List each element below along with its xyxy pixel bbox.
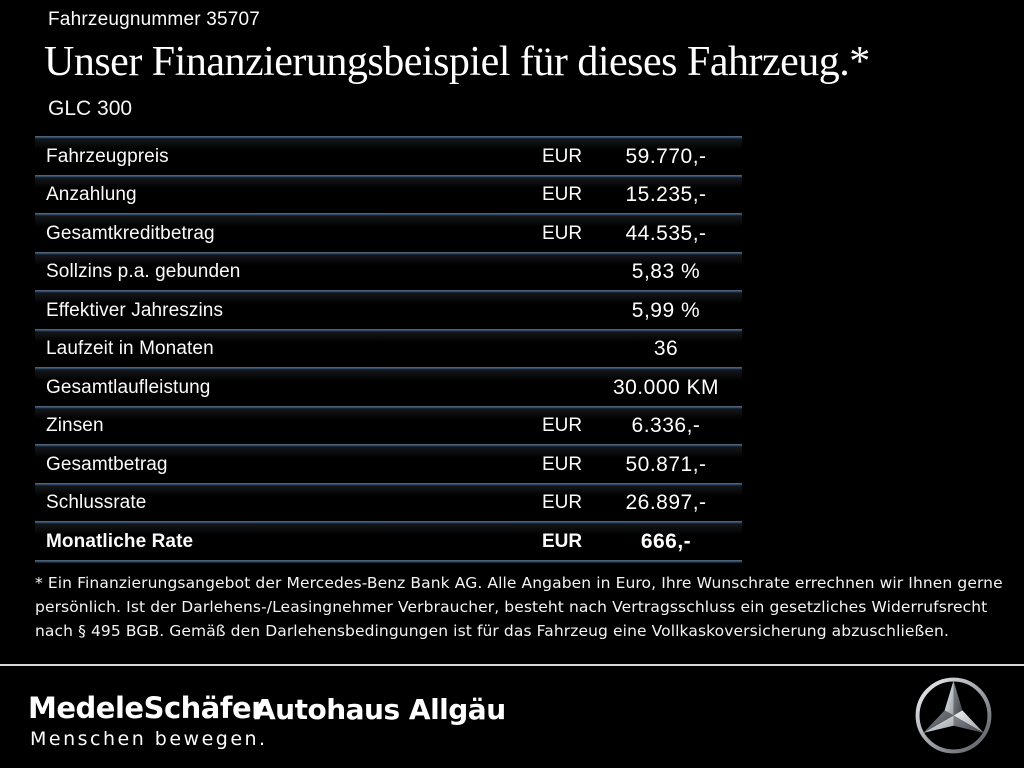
row-value: 5,83 % xyxy=(631,260,701,284)
row-divider xyxy=(35,444,742,447)
row-label: Gesamtlaufleistung xyxy=(46,376,211,398)
table-row-effektiver-jahreszins: Effektiver Jahreszins 5,99 % xyxy=(35,293,742,329)
currency-label: EUR xyxy=(542,453,583,475)
row-value: 6.336,- xyxy=(631,414,701,438)
table-row-laufzeit: Laufzeit in Monaten 36 xyxy=(35,331,742,367)
legal-footnote: * Ein Finanzierungsangebot der Mercedes-… xyxy=(35,574,1003,640)
row-value: 26.897,- xyxy=(625,491,707,515)
table-row-fahrzeugpreis: Fahrzeugpreis EUR 59.770,- xyxy=(35,139,742,175)
row-divider xyxy=(35,328,742,332)
currency-label: EUR xyxy=(542,184,583,206)
table-row-gesamtbetrag: Gesamtbetrag EUR 50.871,- xyxy=(35,447,742,483)
vehicle-number: Fahrzeugnummer 35707 xyxy=(48,9,261,30)
row-divider xyxy=(35,367,742,370)
row-label: Laufzeit in Monaten xyxy=(46,338,214,360)
row-divider xyxy=(35,251,742,255)
row-value: 59.770,- xyxy=(625,144,707,168)
row-label: Effektiver Jahreszins xyxy=(46,299,224,321)
row-label: Schlussrate xyxy=(46,492,147,514)
table-row-schlussrate: Schlussrate EUR 26.897,- xyxy=(35,485,742,521)
table-row-gesamtlaufleistung: Gesamtlaufleistung 30.000 KM xyxy=(35,370,742,406)
table-row-zinsen: Zinsen EUR 6.336,- xyxy=(35,408,742,444)
currency-label: EUR xyxy=(542,145,583,167)
row-divider xyxy=(35,405,742,409)
dealer-tagline: Menschen bewegen. xyxy=(30,728,268,750)
row-value: 44.535,- xyxy=(625,221,707,245)
row-divider xyxy=(35,213,742,216)
currency-label: EUR xyxy=(542,530,583,552)
dealer-logo-medeleschaefer: MedeleSchäfer xyxy=(28,691,265,725)
row-value: 50.871,- xyxy=(625,452,707,476)
row-label: Sollzins p.a. gebunden xyxy=(46,261,241,283)
table-row-sollzins: Sollzins p.a. gebunden 5,83 % xyxy=(35,254,742,290)
row-value: 15.235,- xyxy=(625,183,707,207)
currency-label: EUR xyxy=(542,415,583,437)
page-title: Unser Finanzierungsbeispiel für dieses F… xyxy=(44,39,870,85)
mercedes-benz-star-icon xyxy=(915,677,992,754)
table-row-gesamtkreditbetrag: Gesamtkreditbetrag EUR 44.535,- xyxy=(35,216,742,252)
row-value: 5,99 % xyxy=(631,298,701,322)
table-border-top xyxy=(35,136,742,139)
footer-divider-line xyxy=(0,664,1024,666)
row-label: Monatliche Rate xyxy=(46,530,194,552)
row-divider xyxy=(35,174,742,178)
table-border-bottom xyxy=(35,559,742,563)
row-divider xyxy=(35,290,742,293)
row-label: Zinsen xyxy=(46,415,104,437)
row-label: Anzahlung xyxy=(46,184,137,206)
row-label: Gesamtbetrag xyxy=(46,453,168,475)
currency-label: EUR xyxy=(542,492,583,514)
dealer-logo-autohaus-allgaeu: Autohaus Allgäu xyxy=(254,693,506,726)
row-divider xyxy=(35,521,742,524)
row-divider xyxy=(35,482,742,486)
row-value: 36 xyxy=(653,337,679,361)
row-label: Gesamtkreditbetrag xyxy=(46,222,215,244)
finance-table: Fahrzeugpreis EUR 59.770,- Anzahlung EUR… xyxy=(35,136,742,563)
currency-label: EUR xyxy=(542,222,583,244)
table-row-monatliche-rate: Monatliche Rate EUR 666,- xyxy=(35,524,742,560)
row-label: Fahrzeugpreis xyxy=(46,145,169,167)
table-row-anzahlung: Anzahlung EUR 15.235,- xyxy=(35,177,742,213)
vehicle-model: GLC 300 xyxy=(48,97,133,120)
row-value: 30.000 KM xyxy=(612,375,720,399)
row-value: 666,- xyxy=(640,529,692,553)
